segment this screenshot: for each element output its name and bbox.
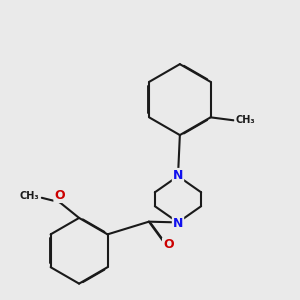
- Text: O: O: [163, 238, 174, 251]
- Text: N: N: [173, 217, 183, 230]
- Text: CH₃: CH₃: [235, 115, 255, 125]
- Text: O: O: [54, 189, 65, 202]
- Text: CH₃: CH₃: [20, 191, 40, 201]
- Text: N: N: [173, 169, 183, 182]
